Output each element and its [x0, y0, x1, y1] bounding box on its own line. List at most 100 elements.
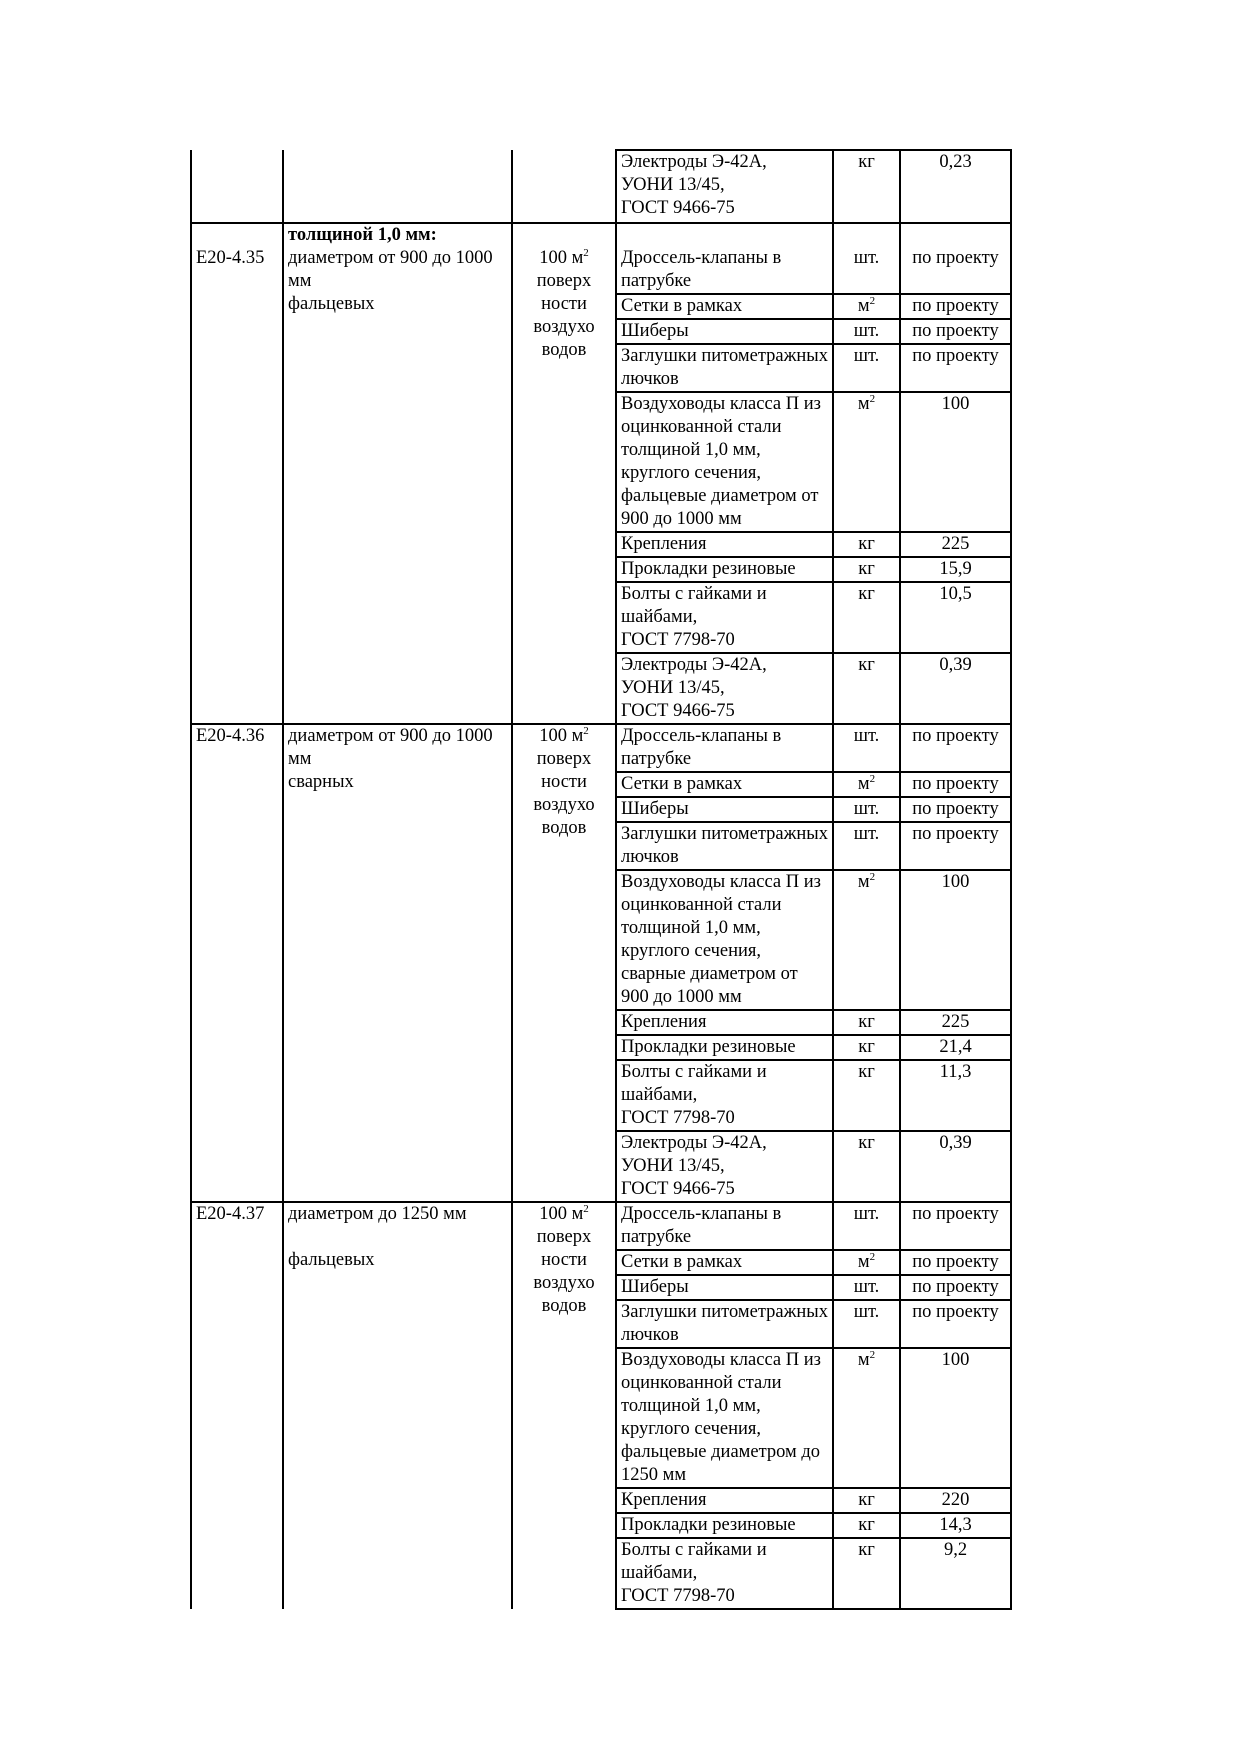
material-name-text: Сетки в рамках [621, 1252, 743, 1272]
material-qty: по проекту [899, 1299, 1012, 1349]
material-unit: шт. [832, 1274, 901, 1301]
material-unit: шт. [832, 222, 901, 295]
superscript: 2 [869, 392, 876, 405]
material-name-text: Дроссель-клапаны в патрубке [621, 726, 786, 769]
description-cell: толщиной 1,0 мм: диаметром от 900 до 1000… [282, 222, 513, 724]
material-name-text: Заглушки питометражных лючков [621, 1302, 833, 1345]
description-text: диаметром до 1250 мм фальцевых [288, 1204, 467, 1270]
superscript: 2 [869, 772, 876, 785]
material-unit-text: м [857, 1350, 870, 1370]
material-qty: по проекту [899, 821, 1012, 871]
superscript: 2 [583, 1202, 589, 1215]
measure-cell [511, 150, 617, 223]
material-qty: 100 [899, 391, 1012, 533]
material-name-text: Крепления [621, 534, 707, 554]
material-qty-text: по проекту [912, 346, 999, 366]
table-row: Прокладки резиновые кг 14,3 [191, 1512, 1012, 1539]
material-name: Крепления [615, 531, 834, 558]
table-row: Прокладки резиновые кг 15,9 [191, 556, 1012, 583]
material-unit: кг [832, 581, 901, 654]
superscript: 2 [869, 1250, 876, 1263]
material-unit: кг [832, 1487, 901, 1514]
material-unit: шт. [832, 796, 901, 823]
material-qty: 21,4 [899, 1034, 1012, 1061]
description-text: диаметром от 900 до 1000 мм сварных [288, 726, 493, 792]
material-name: Дроссель-клапаны в патрубке [615, 723, 834, 773]
material-unit-text: шт. [853, 1204, 880, 1224]
material-qty: 225 [899, 531, 1012, 558]
table-row: Болты с гайками и шайбами, ГОСТ 7798-70 к… [191, 581, 1012, 654]
material-name-text: Электроды Э-42А, УОНИ 13/45, ГОСТ 9466-7… [621, 152, 767, 218]
material-name: Воздуховоды класса П из оцинкованной ста… [615, 869, 834, 1011]
material-unit-text: кг [858, 655, 875, 675]
table-row: Заглушки питометражных лючков шт. по проек… [191, 821, 1012, 871]
material-name: Шиберы [615, 796, 834, 823]
material-name-text: Болты с гайками и шайбами, ГОСТ 7798-70 [621, 1540, 767, 1606]
material-unit: шт. [832, 343, 901, 393]
material-unit: кг [832, 1512, 901, 1539]
material-name: Сетки в рамках [615, 771, 834, 798]
material-unit-text: кг [858, 1037, 875, 1057]
material-unit-text: шт. [853, 248, 880, 268]
measure-text: поверх ности воздухо водов [533, 1227, 595, 1316]
material-unit-text: шт. [853, 346, 880, 366]
material-name: Прокладки резиновые [615, 1034, 834, 1061]
table-row: Электроды Э-42А, УОНИ 13/45, ГОСТ 9466-7… [191, 1130, 1012, 1203]
material-qty-text: 10,5 [939, 584, 972, 604]
material-name-text: Воздуховоды класса П из оцинкованной ста… [621, 872, 826, 1007]
material-name: Прокладки резиновые [615, 556, 834, 583]
material-qty: по проекту [899, 771, 1012, 798]
table-row: Воздуховоды класса П из оцинкованной ста… [191, 1347, 1012, 1489]
material-qty: 0,39 [899, 1130, 1012, 1203]
table-row: Шиберы шт. по проекту [191, 318, 1012, 345]
material-qty: 100 [899, 1347, 1012, 1489]
table-row: Воздуховоды класса П из оцинкованной ста… [191, 391, 1012, 533]
material-qty-text: по проекту [912, 774, 999, 794]
material-name: Электроды Э-42А, УОНИ 13/45, ГОСТ 9466-7… [615, 652, 834, 725]
material-unit-text: шт. [853, 1277, 880, 1297]
table-row: Электроды Э-42А, УОНИ 13/45, ГОСТ 9466-7… [190, 149, 1012, 224]
table-row: Е20-4.36 диаметром от 900 до 1000 мм свар… [190, 723, 1012, 1202]
material-qty-text: 225 [941, 1012, 970, 1032]
material-name-text: Шиберы [621, 799, 689, 819]
table-body: Электроды Э-42А, УОНИ 13/45, ГОСТ 9466-7… [190, 149, 1012, 1610]
table-row: Е20-4.35 толщиной 1,0 мм: диаметром от 900… [190, 222, 1012, 724]
material-name-text: Дроссель-клапаны в патрубке [621, 1204, 786, 1247]
superscript: 2 [869, 1348, 876, 1361]
material-unit: шт. [832, 318, 901, 345]
code-cell: Е20-4.36 [190, 723, 284, 1202]
material-name-text: Болты с гайками и шайбами, ГОСТ 7798-70 [621, 584, 767, 650]
material-unit: кг [832, 652, 901, 725]
material-name-text: Воздуховоды класса П из оцинкованной ста… [621, 394, 826, 529]
material-name: Электроды Э-42А, УОНИ 13/45, ГОСТ 9466-7… [615, 149, 834, 224]
table-row: Крепления кг 225 [191, 531, 1012, 558]
table-row: Сетки в рамках м2 по проекту [191, 293, 1012, 320]
measure-cell: 100 м2 поверх ности воздухо водов [511, 1201, 617, 1609]
material-unit: м2 [832, 1249, 901, 1276]
material-unit: кг [832, 556, 901, 583]
code-cell-text: Е20-4.37 [196, 1204, 265, 1224]
material-qty-text: 0,39 [939, 655, 972, 675]
table-row: Болты с гайками и шайбами, ГОСТ 7798-70 к… [191, 1537, 1012, 1610]
material-qty: 0,39 [899, 652, 1012, 725]
material-qty: 10,5 [899, 581, 1012, 654]
material-unit-text: кг [858, 152, 875, 172]
superscript: 2 [869, 294, 876, 307]
material-unit: кг [832, 1537, 901, 1610]
material-qty: 14,3 [899, 1512, 1012, 1539]
measure-text: поверх ности воздухо водов [533, 271, 595, 360]
material-qty-text: по проекту [912, 799, 999, 819]
material-qty: по проекту [899, 318, 1012, 345]
material-name: Прокладки резиновые [615, 1512, 834, 1539]
material-qty-text: 225 [941, 534, 970, 554]
material-name-text: Сетки в рамках [621, 296, 743, 316]
material-unit-text: кг [858, 1490, 875, 1510]
material-unit-text: м [857, 872, 870, 892]
material-name: Заглушки питометражных лючков [615, 821, 834, 871]
table-row: Болты с гайками и шайбами, ГОСТ 7798-70 к… [191, 1059, 1012, 1132]
material-name-text: Заглушки питометражных лючков [621, 824, 833, 867]
material-qty-text: по проекту [912, 321, 999, 341]
material-unit-text: кг [858, 1540, 875, 1560]
superscript: 2 [583, 246, 589, 259]
material-name-text: Крепления [621, 1490, 707, 1510]
